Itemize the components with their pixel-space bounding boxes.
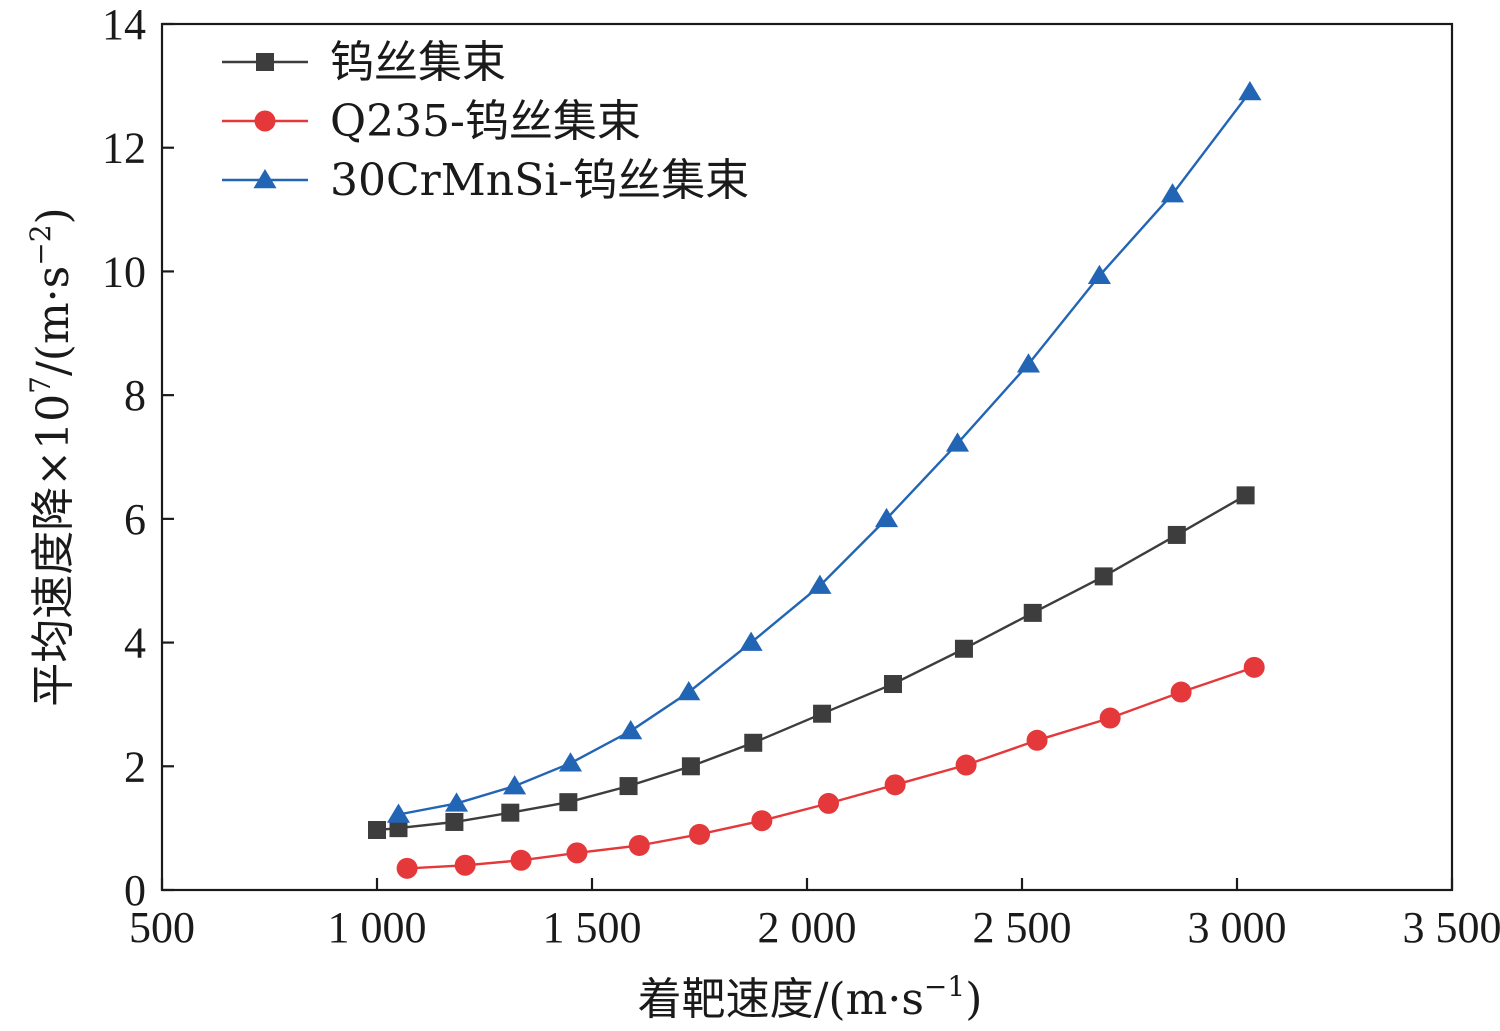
x-tick-label: 500 <box>129 903 195 952</box>
y-axis-title-superscript: −2 <box>24 224 57 265</box>
x-tick-label: 3 000 <box>1188 903 1287 952</box>
x-axis-title-dot: · <box>887 974 901 1025</box>
y-tick-label: 2 <box>124 742 146 791</box>
data-point <box>818 792 839 814</box>
data-point <box>954 639 973 658</box>
data-point <box>1236 486 1255 505</box>
legend-item: Q235-钨丝集束 <box>222 96 641 147</box>
legend-label: Q235-钨丝集束 <box>330 96 641 147</box>
data-point <box>955 754 977 776</box>
data-point <box>510 849 532 871</box>
legend-item: 30CrMnSi-钨丝集束 <box>222 155 749 206</box>
series-circle <box>396 656 1265 879</box>
series-line <box>398 91 1251 816</box>
legend-marker <box>253 169 277 189</box>
y-axis-title-close: ) <box>28 207 79 224</box>
x-tick-label: 1 000 <box>328 903 427 952</box>
data-point <box>368 820 386 839</box>
data-point <box>1243 656 1265 678</box>
data-point <box>1170 681 1192 703</box>
y-tick-label: 8 <box>124 371 146 420</box>
data-point <box>619 777 638 796</box>
data-point <box>628 834 650 856</box>
x-axis-title-main: 着靶速度/(m <box>638 974 888 1025</box>
data-point <box>386 803 411 823</box>
data-point <box>884 774 906 796</box>
y-axis-title-unit: /(m <box>28 302 79 376</box>
data-point <box>739 631 763 651</box>
series-line <box>407 666 1255 870</box>
data-point <box>1087 264 1111 285</box>
y-axis-title-main: 平均速度降×10 <box>28 394 79 707</box>
x-tick-label: 2 000 <box>758 903 857 952</box>
legend-marker <box>256 53 274 71</box>
legend-marker <box>254 110 276 132</box>
data-point <box>619 720 643 740</box>
data-point <box>1094 567 1113 586</box>
data-point <box>566 842 588 864</box>
y-axis-title-dot: · <box>28 288 79 302</box>
data-point <box>1026 729 1048 751</box>
data-point <box>1099 707 1121 729</box>
y-tick-label: 6 <box>124 495 146 544</box>
x-axis-title: 着靶速度/(m·s−1) <box>638 970 983 1025</box>
data-point <box>445 812 464 831</box>
legend-label: 钨丝集束 <box>330 37 506 88</box>
data-point <box>884 675 902 694</box>
data-point <box>808 574 832 594</box>
legend-label: 30CrMnSi-钨丝集束 <box>330 155 749 206</box>
data-point <box>389 819 408 838</box>
x-axis: 500 1 000 1 500 2 000 2 500 3 000 3 500 <box>129 878 1500 952</box>
data-point <box>1023 603 1042 622</box>
x-axis-title-close: ) <box>965 974 982 1025</box>
y-tick-label: 14 <box>102 0 146 49</box>
data-point <box>744 733 763 752</box>
data-point <box>1160 183 1185 203</box>
data-point <box>396 857 418 879</box>
y-axis-title-s: s <box>28 266 79 289</box>
data-point <box>875 507 899 528</box>
y-tick-label: 10 <box>102 247 146 296</box>
series-line <box>376 494 1247 832</box>
y-axis-title: 平均速度降×107/(m·s−2) <box>24 207 79 706</box>
data-point <box>689 823 710 845</box>
data-point <box>751 810 773 832</box>
x-tick-label: 1 500 <box>543 903 642 952</box>
data-point <box>677 681 701 701</box>
y-axis-title-exponent: 7 <box>24 376 57 394</box>
data-point <box>681 757 700 776</box>
data-point <box>1238 81 1262 101</box>
y-axis: 0 2 4 6 8 10 12 14 <box>102 0 174 915</box>
data-point <box>1167 525 1186 544</box>
x-tick-label: 3 500 <box>1403 903 1500 952</box>
y-tick-label: 0 <box>124 866 146 915</box>
plot-frame <box>160 22 1454 892</box>
data-point <box>445 792 469 812</box>
y-tick-label: 12 <box>102 124 146 173</box>
series-square <box>368 486 1255 839</box>
y-tick-label: 4 <box>124 619 146 668</box>
data-point <box>1016 353 1040 373</box>
x-tick-label: 2 500 <box>973 903 1072 952</box>
series-triangle <box>386 81 1262 823</box>
data-point <box>454 854 476 876</box>
data-point <box>945 432 970 452</box>
data-point <box>813 704 832 723</box>
data-point <box>501 803 520 822</box>
data-point <box>558 752 583 772</box>
data-point <box>559 793 578 812</box>
x-axis-title-s: s <box>901 974 924 1025</box>
legend: 钨丝集束 Q235-钨丝集束 30CrMnSi-钨丝集束 <box>222 37 749 206</box>
legend-item: 钨丝集束 <box>222 37 506 88</box>
x-axis-title-superscript: −1 <box>924 970 965 1003</box>
plot-series <box>368 81 1265 879</box>
data-point <box>503 775 527 795</box>
